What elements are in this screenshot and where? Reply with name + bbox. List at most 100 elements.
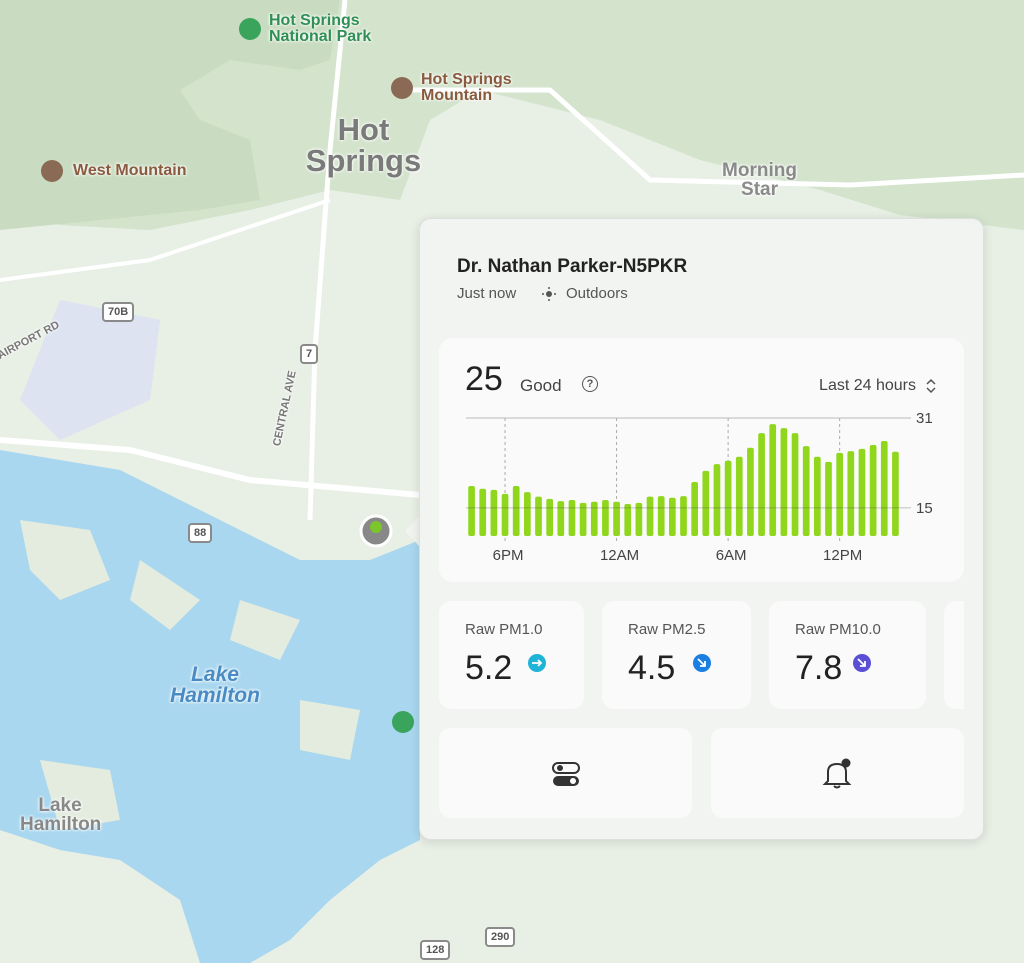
- island: [20, 520, 360, 830]
- reading-name: Raw PM2.5: [628, 621, 706, 638]
- bar: [535, 496, 542, 536]
- poi-pin: [392, 711, 414, 733]
- card-pointer: [405, 515, 420, 547]
- range-select[interactable]: Last 24 hours: [819, 377, 916, 394]
- chart: 6PM 12AM 6AM 12PM 15 31: [466, 410, 933, 564]
- road: [307, 0, 348, 521]
- road: [0, 198, 331, 282]
- route-shield: 128: [420, 940, 451, 960]
- reading-value: 7.8: [795, 649, 843, 687]
- bar: [635, 502, 643, 536]
- aqi-value: 25: [465, 360, 503, 398]
- map-label: Hot Springs Mountain: [421, 71, 512, 104]
- bell-icon: [822, 758, 852, 789]
- map-label: Hot Springs: [305, 112, 422, 178]
- route-shield: 88: [188, 523, 213, 543]
- bar: [657, 496, 665, 536]
- bar: [836, 452, 843, 536]
- bar: [747, 447, 754, 536]
- bar: [546, 498, 553, 536]
- bar: [735, 456, 743, 536]
- trend-icon: [693, 654, 711, 672]
- bar: [468, 485, 475, 536]
- readings: Raw PM1.0 5.2 Raw PM2.5 4.5 Raw PM10.0 7…: [439, 601, 964, 711]
- bar: [590, 501, 598, 536]
- map-label: West Mountain: [73, 162, 187, 179]
- aqi-label: Good: [520, 376, 562, 395]
- route-shield: 70B: [102, 302, 135, 322]
- bar: [524, 492, 531, 536]
- bar: [602, 500, 609, 536]
- x-tick-label: 6AM: [716, 547, 747, 564]
- x-tick-label: 12AM: [600, 547, 639, 564]
- map-label: Morning Star: [722, 160, 797, 200]
- bar: [557, 501, 565, 536]
- bar: [501, 493, 509, 536]
- bar: [724, 460, 732, 536]
- sensor-title: Dr. Nathan Parker-N5PKR: [457, 256, 688, 277]
- reading-card[interactable]: Raw PM10.0 7.8: [769, 601, 926, 709]
- bar: [646, 496, 654, 536]
- bar: [869, 444, 877, 536]
- chevron: [926, 378, 936, 394]
- sun-icon: [542, 287, 556, 301]
- bar: [847, 451, 855, 536]
- bar: [858, 448, 866, 536]
- bar: [568, 500, 576, 536]
- y-tick-label: 31: [916, 410, 933, 427]
- y-tick-label: 15: [916, 500, 933, 517]
- alert-button[interactable]: [711, 728, 964, 818]
- road: [0, 437, 421, 498]
- reading-card[interactable]: Raw PM2.5 4.5: [602, 601, 751, 709]
- bar: [780, 428, 788, 536]
- bar: [713, 464, 721, 536]
- chart-panel: 25 Good ? Last 24 hours 6PM 12AM 6AM 12PM 15…: [439, 338, 964, 582]
- reading-value: 4.5: [628, 649, 676, 687]
- bar: [769, 424, 777, 536]
- airport: [20, 300, 160, 440]
- bar: [892, 451, 899, 536]
- updated: Just now: [457, 285, 517, 302]
- bar: [669, 497, 676, 536]
- settings-button[interactable]: [439, 728, 692, 818]
- map-label: Lake Hamilton: [170, 663, 260, 707]
- bar: [512, 485, 520, 536]
- reading-name: Raw PM10.0: [795, 621, 881, 638]
- bar: [758, 433, 765, 536]
- bar: [490, 489, 498, 536]
- map-label: Lake Hamilton: [20, 795, 102, 835]
- mountain-pin: [41, 160, 63, 182]
- bar: [802, 446, 810, 536]
- bar: [624, 503, 632, 536]
- reading-card[interactable]: [944, 601, 964, 709]
- reading-value: 5.2: [465, 649, 513, 687]
- trend-icon: [853, 654, 871, 672]
- bar: [791, 433, 799, 536]
- bar: [691, 482, 698, 536]
- bar: [702, 470, 710, 536]
- bar: [880, 441, 888, 536]
- bar: [680, 496, 687, 536]
- map-label: Hot Springs National Park: [269, 12, 372, 45]
- x-tick-label: 12PM: [823, 547, 862, 564]
- toggle-icon: [552, 762, 580, 786]
- route-shield: 290: [485, 927, 516, 947]
- reading-card[interactable]: Raw PM1.0 5.2: [439, 601, 584, 709]
- road: [400, 87, 1024, 188]
- bar: [825, 461, 832, 536]
- reading-name: Raw PM1.0: [465, 621, 543, 638]
- route-shield: 7: [300, 344, 319, 364]
- mountain-pin: [391, 77, 413, 99]
- sensor-card: Dr. Nathan Parker-N5PKR Just now Outdoor…: [419, 218, 984, 840]
- bar: [579, 502, 587, 536]
- forest: [0, 0, 340, 230]
- sensor-dot: [370, 521, 382, 533]
- bar: [613, 501, 620, 536]
- park-pin: [239, 18, 261, 40]
- bar: [814, 456, 821, 536]
- trend-icon: [528, 654, 546, 672]
- help-icon[interactable]: ?: [582, 376, 598, 392]
- x-tick-label: 6PM: [493, 547, 524, 564]
- location: Outdoors: [566, 285, 628, 302]
